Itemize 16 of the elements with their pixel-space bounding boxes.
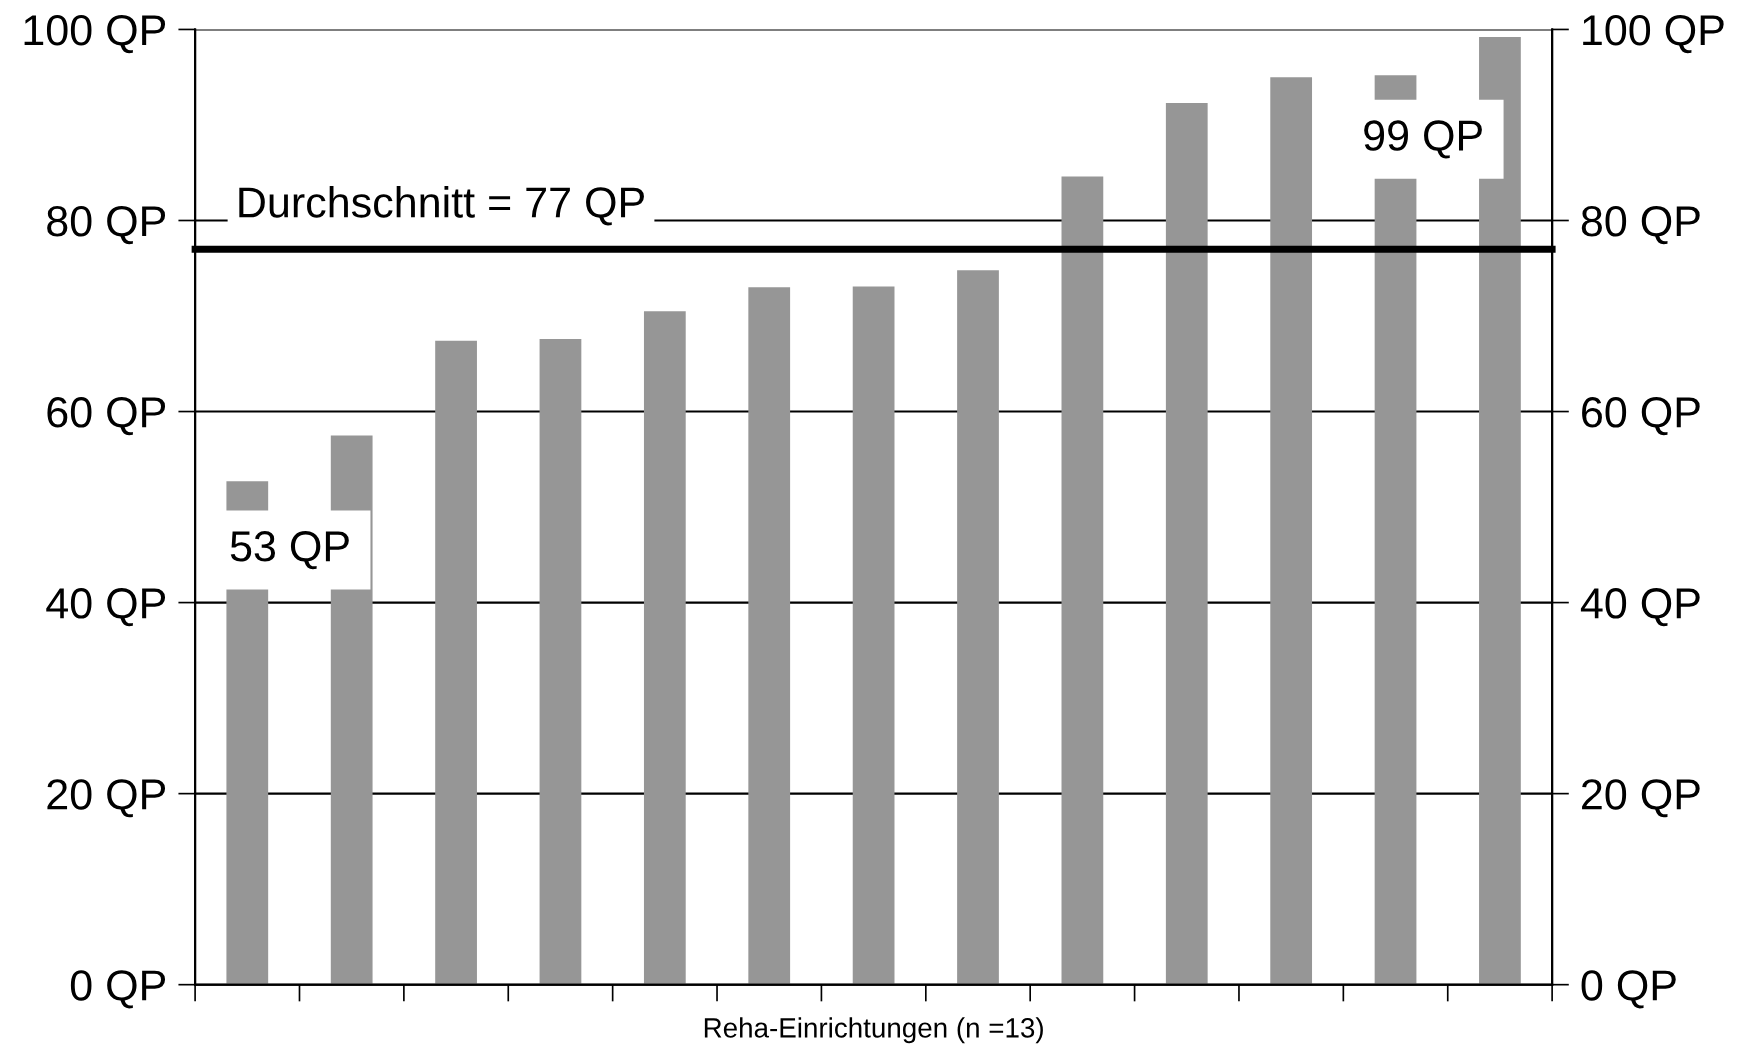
y-tick-label: 0 QP bbox=[70, 970, 166, 1009]
x-axis-title: Reha-Einrichtungen (n =13) bbox=[704, 1017, 1043, 1044]
y2-tick-label: 80 QP bbox=[1581, 206, 1700, 245]
y-tick-label: 80 QP bbox=[47, 206, 166, 245]
y2-tick-label: 20 QP bbox=[1582, 779, 1700, 818]
y-tick-label: 20 QP bbox=[47, 779, 166, 818]
annotation: 53 QP bbox=[230, 531, 349, 570]
y2-tick-label: 60 QP bbox=[1582, 397, 1700, 436]
y2-tick-label: 100 QP bbox=[1583, 14, 1724, 54]
y-tick-label: 40 QP bbox=[46, 588, 166, 627]
y2-tick-label: 40 QP bbox=[1580, 588, 1700, 627]
y-tick-label: 60 QP bbox=[47, 397, 166, 436]
legend-label: Durchschnitt = 77 QP bbox=[239, 186, 644, 226]
y-tick-label: 100 QP bbox=[24, 14, 166, 54]
y2-tick-label: 0 QP bbox=[1581, 970, 1676, 1009]
annotation: 99 QP bbox=[1364, 120, 1482, 159]
